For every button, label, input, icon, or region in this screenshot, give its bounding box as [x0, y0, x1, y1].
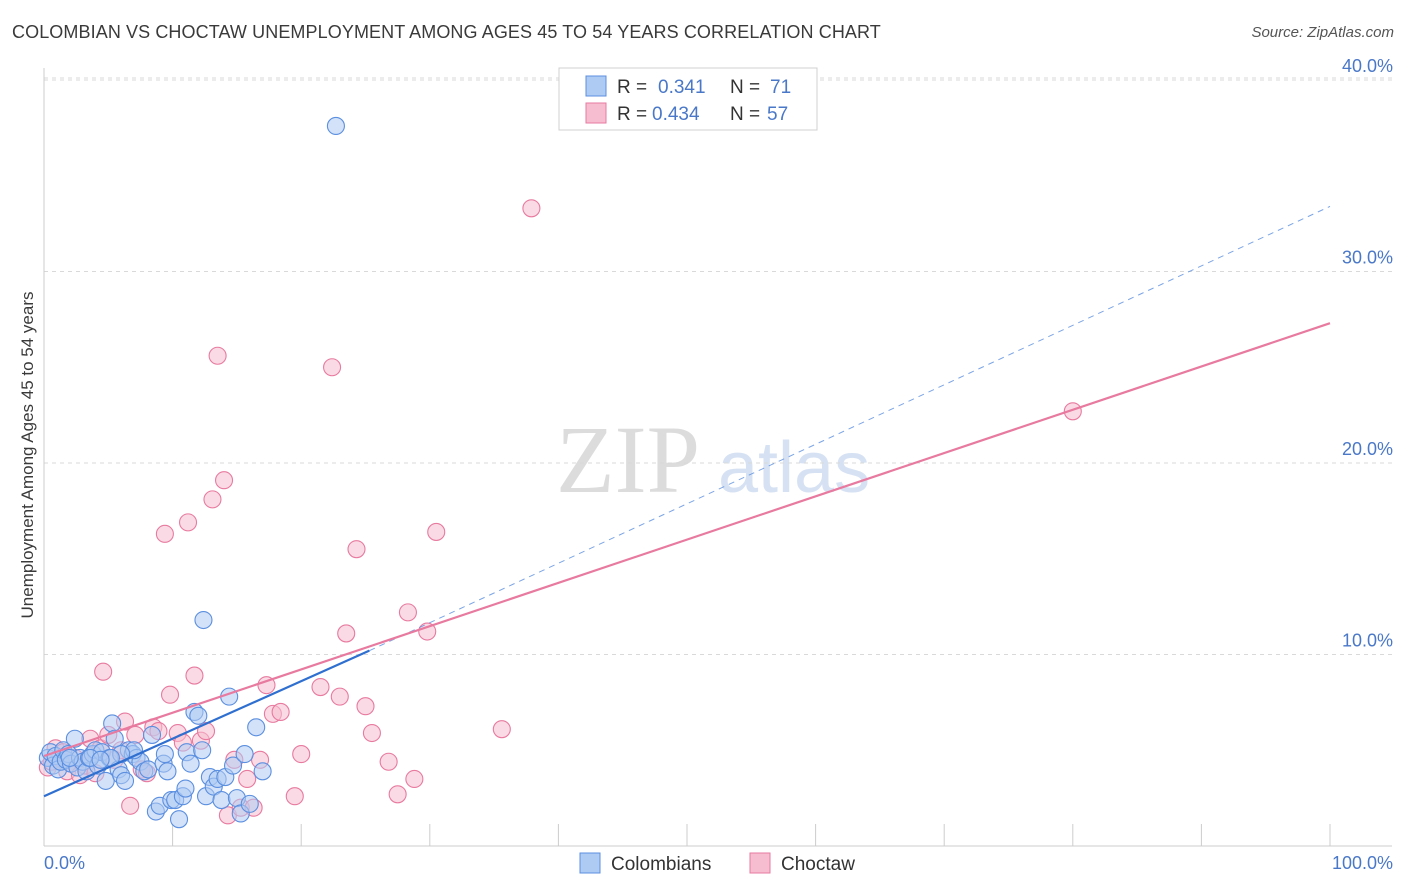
top-legend: R = 0.341 N = 71 R = 0.434 N = 57 [558, 67, 818, 131]
colombians-point [189, 706, 208, 725]
choctaw-point [155, 524, 174, 543]
legend-choctaw-n-label: N = [730, 104, 760, 125]
colombians-point [169, 810, 189, 829]
choctaw-point [362, 723, 381, 743]
choctaw-point [427, 522, 446, 541]
legend-colombians-n-value: 71 [770, 77, 791, 98]
legend-swatch-colombians [585, 75, 607, 97]
watermark-atlas: atlas [718, 428, 870, 508]
legend-choctaw-n-value: 57 [767, 104, 788, 125]
choctaw-point [356, 697, 375, 716]
choctaw-point [238, 769, 257, 789]
y-tick-label-30: 30.0% [1342, 248, 1393, 268]
colombians-point [181, 754, 200, 773]
legend-choctaw-r-label: R = [617, 104, 647, 125]
colombians-point [223, 756, 243, 775]
choctaw-point [208, 346, 227, 365]
choctaw-point [178, 513, 198, 532]
choctaw-point [388, 785, 407, 804]
colombians-trend-line [43, 649, 370, 798]
colombians-point [65, 729, 84, 748]
colombians-point [212, 790, 231, 810]
legend-colombians-r-value: 0.341 [658, 77, 706, 98]
choctaw-point [311, 678, 330, 697]
bottom-legend-colombians: Colombians [611, 854, 711, 875]
colombians-trend-extension [369, 205, 1331, 652]
colombians-point [193, 741, 212, 760]
choctaw-point [94, 662, 113, 681]
colombians-point [103, 714, 122, 733]
chart-title: COLOMBIAN VS CHOCTAW UNEMPLOYMENT AMONG … [12, 22, 881, 42]
choctaw-point [379, 752, 398, 771]
axes [43, 68, 1392, 847]
watermark-zip: ZIP [556, 406, 700, 513]
source-credit: Source: ZipAtlas.com [1251, 24, 1394, 41]
choctaw-point [292, 745, 311, 764]
choctaw-point [285, 787, 304, 806]
legend-swatch-choctaw [585, 102, 607, 124]
bottom-legend: Colombians Choctaw [579, 852, 855, 875]
choctaw-point [214, 471, 234, 490]
choctaw-point [196, 722, 216, 741]
legend-choctaw-r-value: 0.434 [652, 104, 700, 125]
choctaw-point [492, 720, 511, 739]
colombians-point [91, 750, 110, 769]
choctaw-point [405, 769, 424, 789]
colombians-point [326, 116, 345, 136]
colombians-point [235, 745, 254, 764]
trend-lines [43, 205, 1331, 798]
y-tick-labels: 10.0% 20.0% 30.0% 40.0% [1342, 56, 1393, 651]
choctaw-point [203, 490, 222, 509]
bottom-legend-choctaw: Choctaw [781, 854, 855, 875]
legend-colombians-n-label: N = [730, 77, 760, 98]
colombians-point [247, 718, 266, 737]
colombians-point [155, 745, 174, 764]
choctaw-point [126, 725, 145, 744]
choctaw-point [522, 199, 541, 218]
choctaw-point [160, 685, 180, 704]
choctaw-point [347, 540, 366, 559]
legend-colombians-r-label: R = [617, 77, 647, 98]
choctaw-point [398, 603, 417, 622]
colombians-point [176, 779, 195, 798]
bottom-legend-swatch-choctaw [749, 852, 771, 874]
colombians-point [60, 748, 79, 767]
x-tick-label-100: 100.0% [1332, 853, 1393, 873]
choctaw-point [330, 687, 349, 706]
choctaw-point [271, 702, 290, 722]
x-tick-labels: 0.0% 100.0% [44, 853, 1393, 873]
choctaw-point [185, 666, 204, 685]
grid-lines [44, 77, 1392, 655]
choctaw-trend-line [43, 322, 1331, 758]
colombians-point [142, 725, 162, 744]
choctaw-point [323, 358, 342, 377]
y-tick-label-40: 40.0% [1342, 56, 1393, 76]
choctaw-point [121, 796, 140, 815]
colombians-point [194, 610, 213, 630]
colombians-point [158, 762, 177, 781]
colombians-point [240, 794, 259, 813]
colombians-point [253, 762, 272, 781]
colombians-points [38, 116, 345, 829]
colombians-point [115, 771, 135, 790]
y-tick-label-20: 20.0% [1342, 439, 1393, 459]
bottom-legend-swatch-colombians [579, 852, 601, 874]
colombians-point [139, 760, 158, 779]
x-tick-label-0: 0.0% [44, 853, 85, 873]
choctaw-point [1063, 402, 1082, 421]
choctaw-point [418, 622, 437, 641]
y-tick-label-10: 10.0% [1342, 631, 1393, 651]
choctaw-point [337, 624, 356, 643]
